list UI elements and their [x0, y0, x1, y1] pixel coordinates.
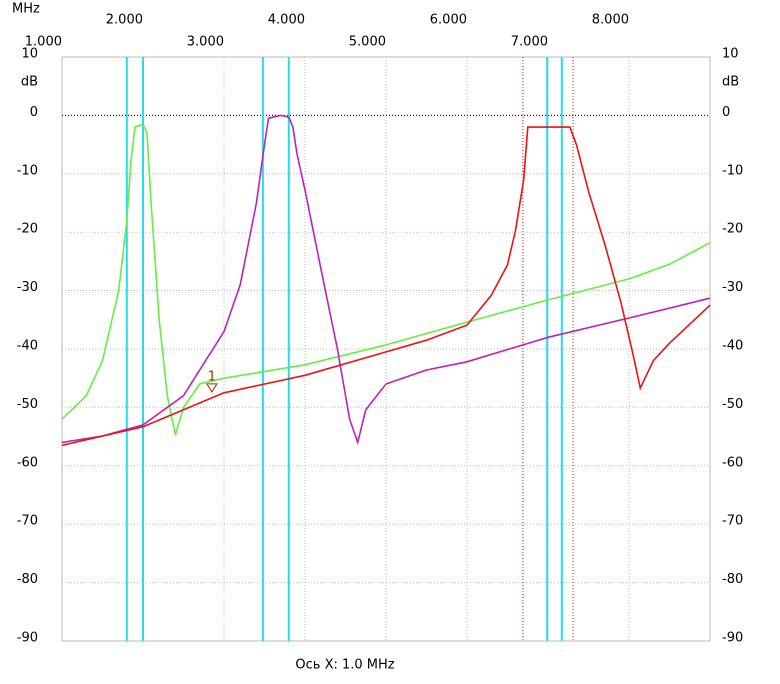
y-tick-label-right: 10 [722, 47, 739, 62]
x-axis-note: Ось X: 1.0 MHz [295, 658, 394, 673]
x-tick-label: 2.000 [106, 13, 143, 28]
y-tick-label-right: 0 [722, 105, 730, 120]
x-tick-label: 6.000 [430, 13, 467, 28]
y-tick-label: -40 [17, 339, 38, 354]
y-tick-label-right: -10 [722, 163, 743, 178]
y-tick-label-right: -70 [722, 514, 743, 529]
x-unit: MHz [12, 2, 40, 17]
y-unit-left: dB [21, 75, 38, 90]
y-tick-label: -50 [17, 397, 38, 412]
x-tick-label: 7.000 [511, 35, 548, 50]
x-tick-label: 1.000 [25, 35, 62, 50]
series-line [61, 114, 711, 446]
x-tick-label: 4.000 [268, 13, 305, 28]
series-line [61, 123, 711, 436]
y-tick-label: -10 [17, 163, 38, 178]
series-line [61, 126, 711, 447]
x-tick-label: 3.000 [187, 35, 224, 50]
x-tick-label: 8.000 [592, 13, 629, 28]
y-tick-label-right: -30 [722, 280, 743, 295]
y-tick-label: -30 [17, 280, 38, 295]
y-tick-label-right: -90 [722, 631, 743, 646]
y-unit-right: dB [722, 75, 739, 90]
y-tick-label: -60 [17, 455, 38, 470]
y-tick-label-right: -50 [722, 397, 743, 412]
y-tick-label: -80 [17, 572, 38, 587]
marker-label: 1 [208, 369, 216, 384]
y-tick-label: -90 [17, 631, 38, 646]
y-tick-label: 10 [21, 47, 38, 62]
y-tick-label-right: -60 [722, 455, 743, 470]
x-tick-label: 5.000 [349, 35, 386, 50]
y-tick-label: 0 [30, 105, 38, 120]
y-tick-label-right: -20 [722, 222, 743, 237]
y-tick-label-right: -40 [722, 339, 743, 354]
y-tick-label: -70 [17, 514, 38, 529]
y-tick-label: -20 [17, 222, 38, 237]
y-tick-label-right: -80 [722, 572, 743, 587]
marker [205, 383, 218, 393]
